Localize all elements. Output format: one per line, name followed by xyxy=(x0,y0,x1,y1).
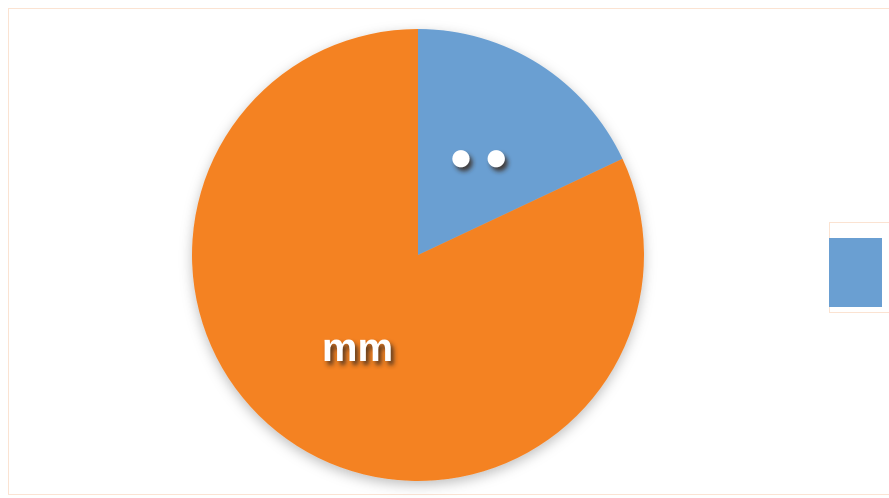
legend xyxy=(829,222,889,313)
pie-slice xyxy=(418,29,623,255)
pie-slice xyxy=(191,29,644,481)
slice-label: mm xyxy=(322,326,393,370)
legend-swatch xyxy=(829,238,882,307)
slice-label: ● ● xyxy=(449,135,508,179)
pie xyxy=(191,29,644,481)
labels: ● ● mm xyxy=(322,135,508,370)
